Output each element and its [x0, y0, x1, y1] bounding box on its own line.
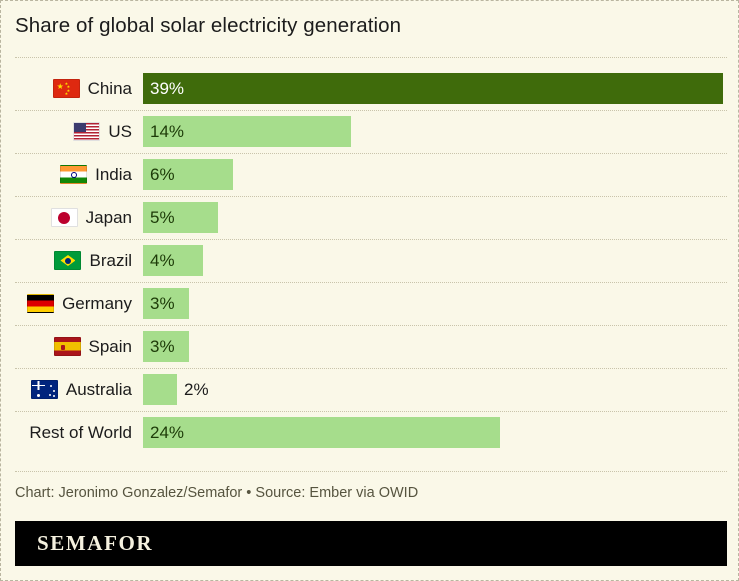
- bar: 24%: [143, 417, 500, 448]
- bar-chart-rows: ★ ★ ★ ★ ★ China 39% US 14% India 6% Japan 5% Brazil 4%…: [1, 67, 738, 454]
- country-name: Spain: [88, 336, 132, 356]
- star-glyph: [52, 395, 55, 397]
- table-row: Australia 2%: [1, 368, 738, 411]
- bar-value-label: 24%: [150, 422, 185, 442]
- country-name: Germany: [62, 293, 132, 313]
- ashoka-chakra: [70, 171, 77, 178]
- bar-value-label: 5%: [150, 207, 175, 227]
- country-name: Brazil: [89, 250, 132, 270]
- footer-divider: [15, 471, 727, 472]
- star-glyph: ★: [64, 91, 69, 96]
- union-jack: [31, 381, 45, 390]
- bar-value-label: 6%: [150, 164, 175, 184]
- table-row: Rest of World 24%: [1, 411, 738, 454]
- flag-crest: [60, 345, 65, 350]
- row-label-china: ★ ★ ★ ★ ★ China: [15, 67, 132, 110]
- bar: [143, 374, 177, 405]
- bar: 6%: [143, 159, 233, 190]
- table-row: Germany 3%: [1, 282, 738, 325]
- bar-value-label: 3%: [150, 293, 175, 313]
- table-row: US 14%: [1, 110, 738, 153]
- row-label-us: US: [15, 110, 132, 153]
- bar-track: 2%: [143, 368, 733, 411]
- star-glyph: ★: [56, 82, 64, 91]
- row-separator: [15, 239, 727, 240]
- sun-disc: [58, 211, 71, 224]
- table-row: Spain 3%: [1, 325, 738, 368]
- row-label-brazil: Brazil: [15, 239, 132, 282]
- row-separator: [15, 325, 727, 326]
- country-name: US: [108, 121, 132, 141]
- flag-australia-icon: [30, 380, 58, 399]
- star-glyph: [52, 390, 55, 392]
- table-row: ★ ★ ★ ★ ★ China 39%: [1, 67, 738, 110]
- table-row: Brazil 4%: [1, 239, 738, 282]
- table-row: Japan 5%: [1, 196, 738, 239]
- country-name: Rest of World: [29, 422, 132, 442]
- flag-india-icon: [60, 165, 88, 184]
- flag-united-states-icon: [73, 122, 101, 141]
- row-label-germany: Germany: [15, 282, 132, 325]
- bar: 3%: [143, 331, 189, 362]
- table-row: India 6%: [1, 153, 738, 196]
- star-glyph: [36, 394, 40, 397]
- row-label-rest-of-world: Rest of World: [15, 411, 132, 454]
- bar-track: 3%: [143, 325, 733, 368]
- country-name: Australia: [65, 379, 132, 399]
- bar-value-label: 2%: [184, 379, 209, 399]
- row-separator: [15, 411, 727, 412]
- bar: 39%: [143, 73, 723, 104]
- row-separator: [15, 110, 727, 111]
- row-separator: [15, 282, 727, 283]
- flag-globe: [64, 257, 71, 264]
- row-separator: [15, 196, 727, 197]
- bar-value-label: 4%: [150, 250, 175, 270]
- star-glyph: [48, 394, 51, 396]
- star-glyph: ★: [66, 88, 71, 93]
- bar: 5%: [143, 202, 218, 233]
- bar: 3%: [143, 288, 189, 319]
- semafor-logo-bar: SEMAFOR: [15, 521, 727, 566]
- bar-track: 5%: [143, 196, 733, 239]
- bar: 14%: [143, 116, 351, 147]
- row-separator: [15, 153, 727, 154]
- country-name: Japan: [85, 207, 132, 227]
- bar-track: 6%: [143, 153, 733, 196]
- chart-credit: Chart: Jeronimo Gonzalez/Semafor • Sourc…: [15, 485, 419, 501]
- flag-spain-icon: [53, 337, 81, 356]
- bar-track: 24%: [143, 411, 733, 454]
- row-label-india: India: [15, 153, 132, 196]
- semafor-wordmark: SEMAFOR: [37, 531, 154, 555]
- flag-germany-icon: [27, 294, 55, 313]
- flag-china-icon: ★ ★ ★ ★ ★: [52, 79, 80, 98]
- bar-value-label: 3%: [150, 336, 175, 356]
- title-divider: [15, 57, 727, 58]
- country-name: India: [95, 164, 132, 184]
- flag-brazil-icon: [54, 251, 82, 270]
- country-name: China: [87, 78, 132, 98]
- row-label-australia: Australia: [15, 368, 132, 411]
- bar-track: 4%: [143, 239, 733, 282]
- bar-track: 39%: [143, 67, 733, 110]
- bar: 4%: [143, 245, 203, 276]
- star-glyph: ★: [64, 81, 69, 86]
- star-glyph: [49, 385, 52, 387]
- bar-value-label: 39%: [150, 78, 185, 98]
- bar-value-label: 14%: [150, 121, 185, 141]
- flag-canton: [74, 123, 87, 132]
- row-label-spain: Spain: [15, 325, 132, 368]
- bar-track: 3%: [143, 282, 733, 325]
- bar-track: 14%: [143, 110, 733, 153]
- page-title: Share of global solar electricity genera…: [15, 14, 402, 37]
- flag-japan-icon: [50, 208, 78, 227]
- row-label-japan: Japan: [15, 196, 132, 239]
- star-glyph: ★: [66, 84, 71, 89]
- row-separator: [15, 368, 727, 369]
